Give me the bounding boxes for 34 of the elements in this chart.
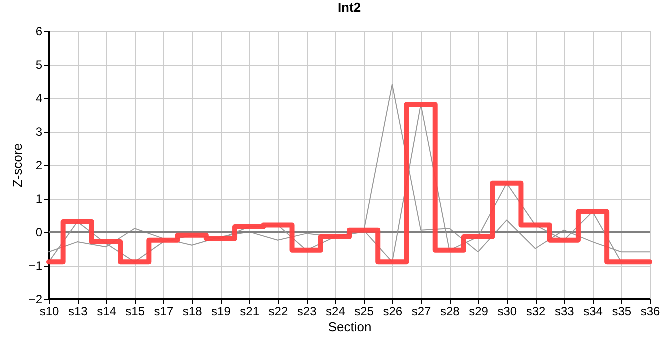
- y-tick-label: 5: [36, 58, 43, 72]
- x-tick-label: s33: [554, 304, 575, 318]
- chart-title: Int2: [338, 0, 362, 15]
- x-tick-label: s15: [126, 304, 146, 318]
- x-tick-label: s36: [640, 304, 660, 318]
- x-tick-label: s35: [612, 304, 632, 318]
- y-tick-label: −2: [28, 292, 43, 306]
- x-tick-label: s27: [412, 304, 432, 318]
- y-tick-label: 0: [36, 226, 43, 240]
- y-tick-label: 3: [36, 125, 43, 139]
- y-axis-title: Z-score: [10, 143, 25, 188]
- y-tick-label: −1: [28, 259, 43, 273]
- y-tick-label: 2: [36, 158, 43, 172]
- x-tick-label: s22: [268, 304, 288, 318]
- x-tick-label: s25: [354, 304, 374, 318]
- x-tick-label: s14: [97, 304, 117, 318]
- x-tick-label: s28: [440, 304, 460, 318]
- x-tick-label: s34: [584, 304, 604, 318]
- x-tick-label: s24: [326, 304, 346, 318]
- y-tick-label: 1: [36, 192, 43, 206]
- x-tick-label: s18: [182, 304, 203, 318]
- x-axis-title: Section: [328, 320, 372, 334]
- x-tick-label: s21: [240, 304, 260, 318]
- x-tick-label: s17: [154, 304, 174, 318]
- x-tick-label: s32: [526, 304, 546, 318]
- x-tick-label: s30: [498, 304, 518, 318]
- y-tick-label: 4: [36, 92, 43, 106]
- x-tick-label: s10: [40, 304, 60, 318]
- y-tick-label: 6: [36, 24, 43, 38]
- x-tick-label: s23: [297, 304, 318, 318]
- x-tick-label: s26: [383, 304, 403, 318]
- x-tick-label: s13: [68, 304, 88, 318]
- x-tick-label: s19: [212, 304, 232, 318]
- x-tick-label: s29: [469, 304, 489, 318]
